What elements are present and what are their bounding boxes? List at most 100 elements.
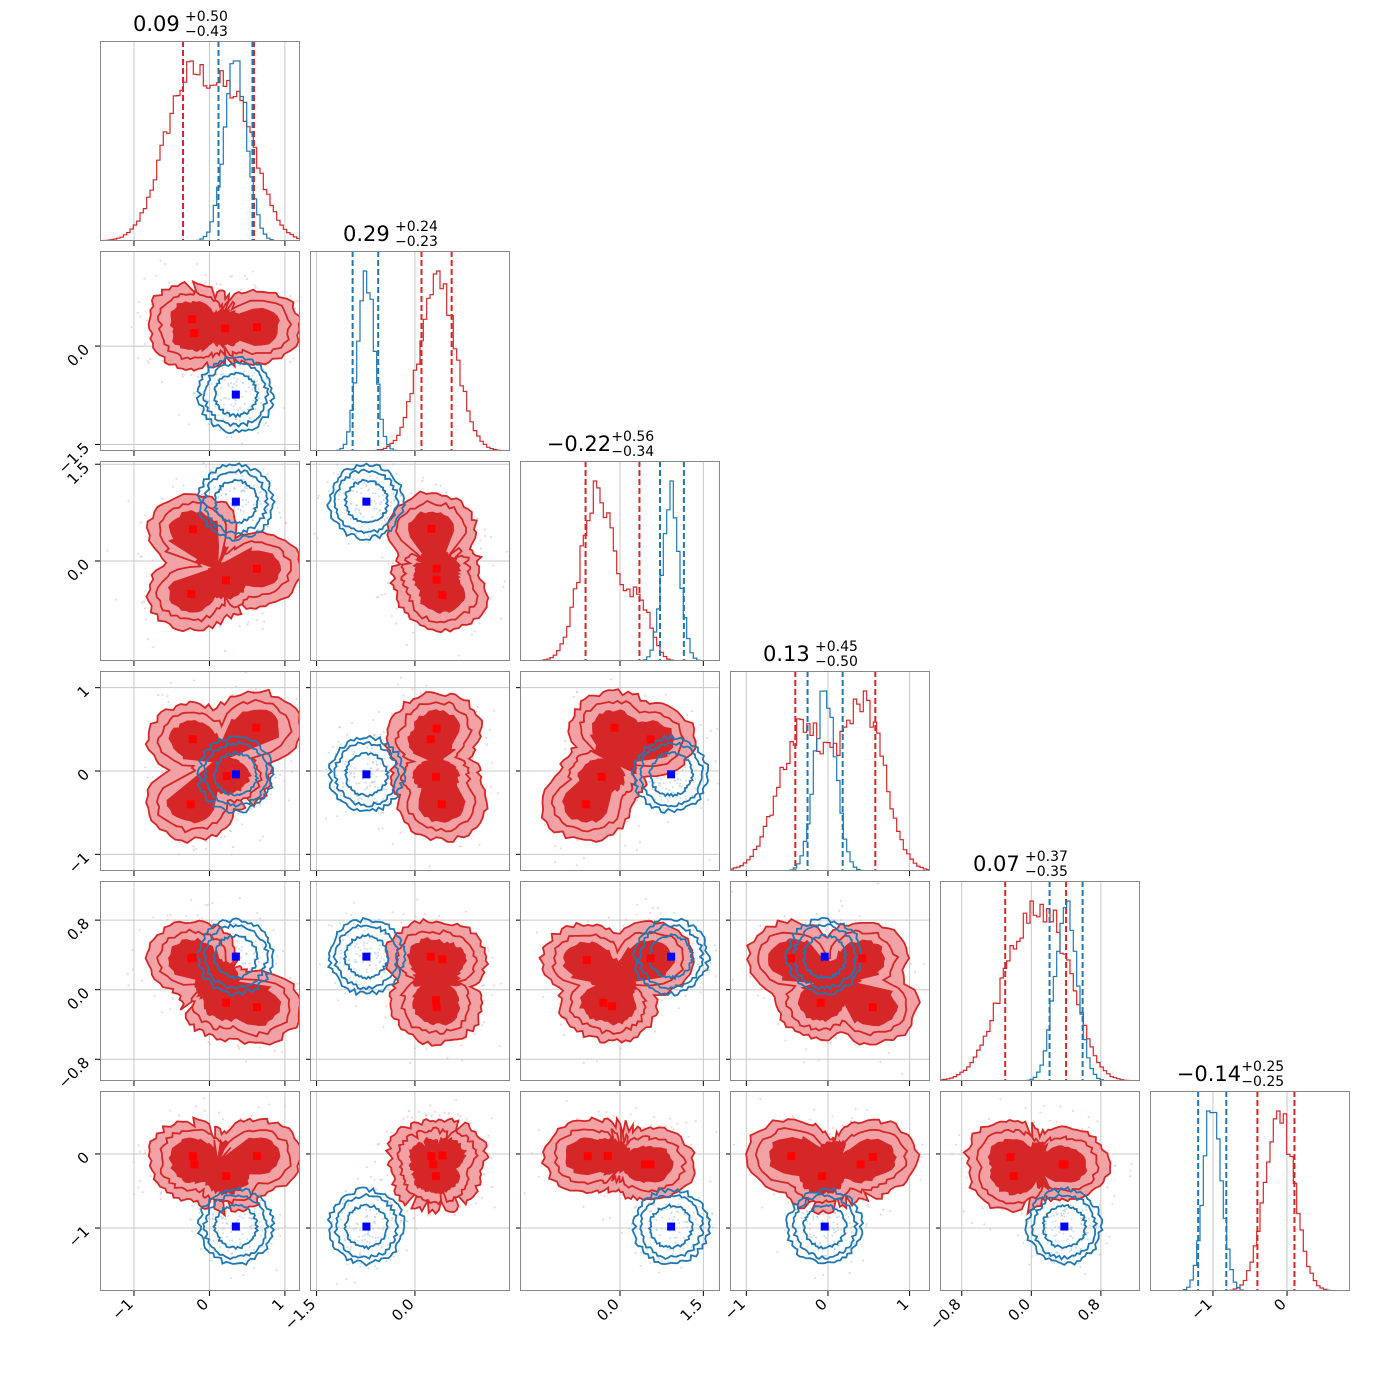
- sample-point-blue: [253, 1266, 256, 1269]
- sample-point-blue: [399, 1221, 402, 1224]
- sample-point-blue: [363, 522, 366, 525]
- sample-point-red: [210, 1201, 213, 1204]
- sample-point-red: [490, 596, 493, 599]
- sample-point-blue: [242, 962, 245, 965]
- sample-point-blue: [356, 1177, 359, 1180]
- sample-point-red: [481, 1024, 484, 1027]
- sample-point-red: [323, 739, 325, 741]
- sample-point-blue: [217, 393, 220, 396]
- sample-point-blue: [377, 767, 380, 770]
- sample-point-blue: [839, 919, 842, 922]
- sample-point-blue: [371, 762, 374, 765]
- sample-point-blue: [264, 518, 267, 521]
- sample-point-blue: [366, 941, 369, 944]
- sample-point-blue: [358, 509, 361, 512]
- sample-point-blue: [699, 806, 702, 809]
- sample-point-blue: [360, 487, 363, 490]
- sample-point-blue: [353, 772, 356, 775]
- sample-point-red: [194, 848, 197, 851]
- sample-point-blue: [241, 1216, 244, 1219]
- sample-point-blue: [367, 1267, 370, 1270]
- sample-point-blue: [679, 778, 682, 781]
- sample-point-red: [247, 621, 250, 624]
- sample-point-red: [470, 633, 473, 636]
- title-value: −0.22: [547, 432, 611, 456]
- sample-point-blue: [238, 523, 241, 526]
- sample-point-blue: [825, 930, 828, 933]
- panel-frame: [100, 881, 300, 1081]
- panel-frame: [310, 881, 510, 1081]
- sample-point-blue: [246, 487, 249, 490]
- sample-point-red: [489, 535, 492, 538]
- sample-point-blue: [355, 942, 358, 945]
- panel-content: [940, 881, 1140, 1081]
- sample-point-red: [659, 912, 662, 915]
- sample-point-blue: [259, 490, 262, 493]
- sample-point-blue: [388, 773, 391, 776]
- sample-point-red: [139, 555, 142, 558]
- sample-point-blue: [336, 463, 339, 466]
- marker-red-square: [222, 576, 231, 585]
- panel-content: [730, 881, 930, 1081]
- sample-point-blue: [671, 786, 674, 789]
- marker-blue-square: [231, 390, 240, 399]
- sample-point-red: [381, 556, 384, 559]
- sample-point-blue: [375, 1212, 378, 1215]
- sample-point-blue: [213, 486, 216, 489]
- histogram-red-series: [310, 270, 510, 451]
- sample-point-blue: [231, 1252, 234, 1255]
- contour-blue-outer: [196, 735, 275, 815]
- sample-point-red: [254, 286, 257, 289]
- panel-4-4: [940, 881, 1140, 1086]
- sample-point-red: [435, 483, 438, 486]
- sample-point-red: [238, 625, 241, 628]
- sample-point-blue: [257, 383, 260, 386]
- sample-point-blue: [377, 786, 380, 789]
- sample-point-blue: [337, 999, 340, 1002]
- sample-point-blue: [263, 424, 266, 427]
- sample-point-red: [458, 664, 460, 666]
- sample-point-blue: [706, 798, 709, 801]
- sample-point-blue: [275, 962, 278, 965]
- sample-point-blue: [344, 1239, 347, 1242]
- sample-point-red: [440, 919, 443, 922]
- sample-point-blue: [352, 753, 355, 756]
- sample-point-blue: [344, 763, 347, 766]
- sample-point-red: [392, 843, 395, 846]
- sample-point-red: [424, 913, 427, 916]
- sample-point-blue: [355, 980, 358, 983]
- panel-title: 0.29 +0.24−0.23: [343, 219, 438, 250]
- sample-point-blue: [257, 1213, 260, 1216]
- sample-point-blue: [365, 1208, 368, 1211]
- sample-point-blue: [238, 1215, 241, 1218]
- sample-point-blue: [367, 535, 370, 538]
- sample-point-red: [484, 534, 487, 537]
- sample-point-red: [913, 971, 916, 974]
- sample-point-blue: [373, 951, 376, 954]
- sample-point-blue: [363, 930, 366, 933]
- sample-point-red: [234, 685, 237, 688]
- sample-point-blue: [199, 1248, 202, 1251]
- sample-point-red: [390, 712, 393, 715]
- sample-point-blue: [333, 786, 336, 789]
- sample-point-red: [284, 522, 287, 525]
- sample-point-red: [174, 919, 177, 922]
- contour-red-inner: [167, 510, 282, 613]
- sample-point-blue: [344, 1189, 347, 1192]
- sample-point-red: [639, 841, 642, 844]
- contour-blue-inner: [213, 371, 260, 419]
- marker-red-square: [188, 1152, 197, 1161]
- sample-point-blue: [353, 775, 356, 778]
- sample-point-blue: [368, 488, 371, 491]
- sample-point-blue: [229, 382, 232, 385]
- sample-point-red: [407, 1110, 410, 1113]
- sample-point-blue: [355, 782, 358, 785]
- sample-point-red: [295, 698, 298, 701]
- sample-point-blue: [231, 1239, 234, 1242]
- sample-point-red: [486, 946, 489, 949]
- sample-point-red: [292, 357, 295, 360]
- title-plus: +0.45: [815, 639, 858, 655]
- sample-point-red: [139, 1150, 142, 1153]
- sample-point-blue: [250, 1217, 253, 1220]
- sample-point-blue: [265, 508, 268, 511]
